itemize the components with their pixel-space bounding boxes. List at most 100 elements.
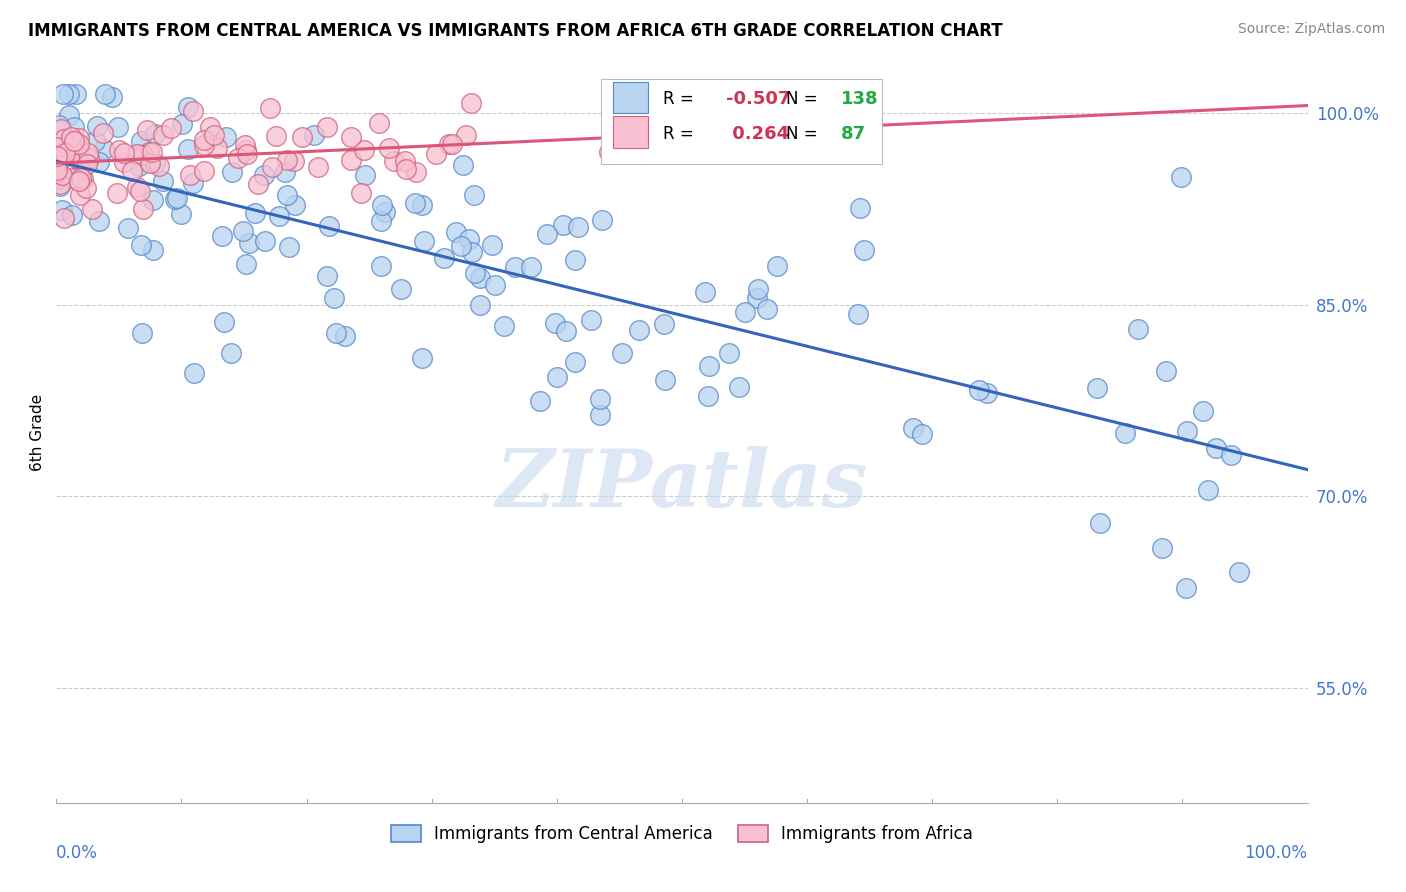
Point [45, 171, 67, 186]
Point [304, 128, 326, 143]
Point [219, 346, 242, 360]
Point [58, 108, 80, 122]
Point [66, 143, 89, 157]
Point [193, 133, 215, 147]
Point [46, 172, 69, 186]
Point [121, 163, 143, 178]
Point [141, 145, 163, 160]
Point [63, 120, 86, 135]
Point [245, 206, 267, 220]
Point [142, 193, 165, 207]
Point [697, 359, 720, 373]
Point [370, 214, 392, 228]
Point [503, 260, 526, 274]
Point [48, 178, 70, 192]
Point [112, 146, 135, 161]
Point [177, 100, 200, 114]
Bar [613, 82, 648, 112]
Point [589, 408, 612, 422]
Point [283, 154, 305, 169]
Point [53, 211, 76, 226]
Point [468, 271, 491, 285]
Point [350, 186, 373, 201]
Point [405, 165, 427, 179]
Point [520, 260, 543, 274]
Point [307, 161, 329, 175]
Point [125, 179, 148, 194]
Point [112, 154, 135, 169]
Point [125, 147, 148, 161]
Point [60, 171, 83, 186]
Point [211, 229, 233, 244]
Point [846, 307, 869, 321]
Point [236, 146, 259, 161]
Text: N =: N = [786, 90, 823, 109]
Point [59, 130, 82, 145]
Point [463, 188, 485, 202]
Point [49, 179, 72, 194]
Point [276, 188, 298, 202]
Point [529, 393, 551, 408]
Point [969, 383, 991, 397]
Point [152, 128, 174, 142]
Point [1175, 424, 1198, 438]
Point [166, 191, 188, 205]
Point [433, 251, 456, 265]
Text: ZIPatlas: ZIPatlas [496, 446, 868, 524]
Point [165, 192, 187, 206]
Point [75, 181, 97, 195]
Point [181, 177, 204, 191]
Point [129, 134, 152, 148]
Text: 0.264: 0.264 [725, 125, 789, 144]
Point [253, 234, 276, 248]
Point [65, 87, 87, 102]
Point [117, 220, 139, 235]
Point [183, 104, 205, 119]
Point [340, 130, 363, 145]
Point [51, 203, 73, 218]
Point [274, 165, 297, 179]
Point [51, 168, 73, 182]
Bar [613, 117, 648, 147]
Point [456, 128, 478, 142]
Point [316, 120, 339, 134]
Point [76, 157, 98, 171]
Text: Source: ZipAtlas.com: Source: ZipAtlas.com [1237, 22, 1385, 37]
Point [322, 291, 344, 305]
Point [546, 370, 568, 384]
Point [697, 389, 720, 403]
Point [371, 198, 394, 212]
Point [627, 323, 650, 337]
Point [564, 253, 586, 268]
Point [325, 326, 347, 341]
Point [72, 156, 94, 170]
Point [67, 174, 90, 188]
Point [93, 143, 115, 157]
Point [484, 278, 506, 293]
Point [451, 158, 474, 172]
Point [1150, 541, 1173, 555]
Point [235, 257, 257, 271]
Text: 138: 138 [841, 90, 879, 109]
Point [610, 346, 633, 360]
Point [1126, 322, 1149, 336]
Point [460, 95, 482, 110]
Point [901, 421, 924, 435]
Point [94, 87, 117, 102]
Point [253, 168, 276, 182]
Point [654, 373, 676, 387]
Point [159, 120, 181, 135]
Point [852, 244, 875, 258]
Point [581, 313, 603, 327]
Point [589, 392, 612, 407]
Point [765, 260, 787, 274]
Point [89, 155, 111, 169]
Point [67, 131, 90, 145]
Point [247, 178, 270, 192]
Point [53, 146, 76, 161]
Text: N =: N = [786, 125, 823, 144]
Point [45, 166, 67, 180]
Point [91, 126, 114, 140]
Point [318, 219, 340, 234]
Point [259, 102, 281, 116]
